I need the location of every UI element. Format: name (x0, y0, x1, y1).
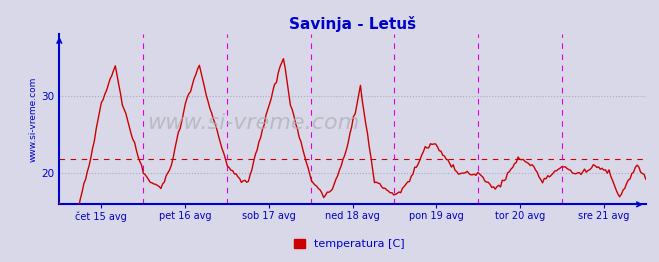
Title: Savinja - Letuš: Savinja - Letuš (289, 15, 416, 31)
Text: www.si-vreme.com: www.si-vreme.com (147, 113, 359, 133)
Legend: temperatura [C]: temperatura [C] (289, 234, 409, 254)
Y-axis label: www.si-vreme.com: www.si-vreme.com (28, 77, 37, 162)
